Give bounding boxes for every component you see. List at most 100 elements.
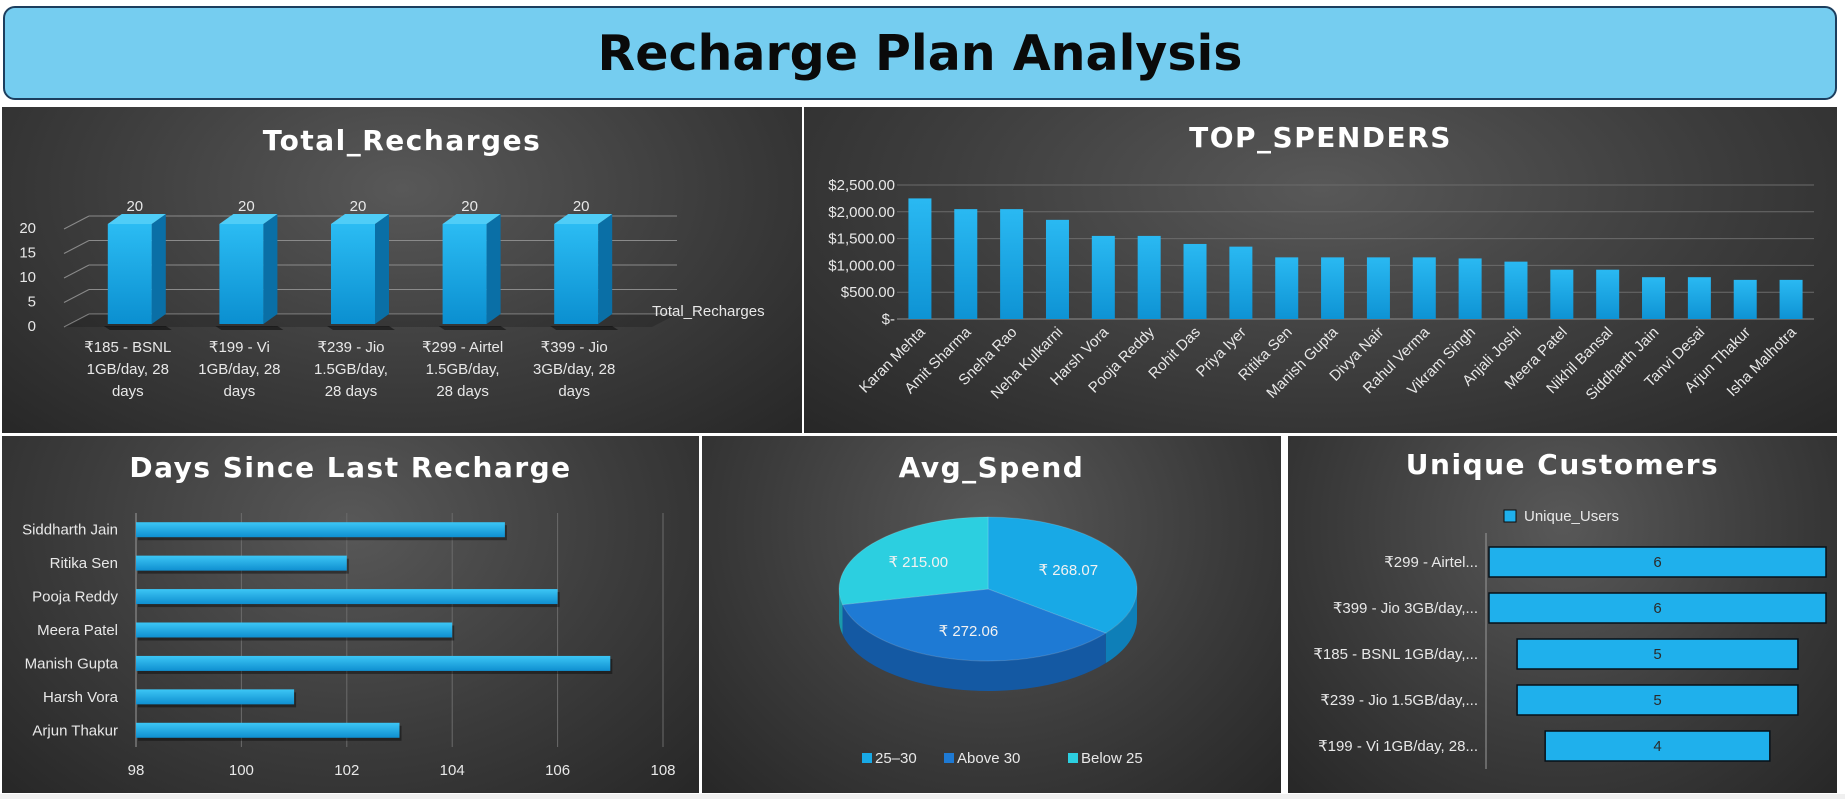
depth-gridline (63, 215, 90, 230)
column-top (442, 214, 501, 224)
x-tick-label: ₹299 - Airtel 1.5GB/day, 28 days (422, 339, 503, 400)
y-tick-label: Manish Gupta (25, 655, 119, 672)
legend-entry: Total_Recharges (652, 303, 765, 320)
pie-slice (838, 516, 989, 606)
pie-data-label: ₹ 268.07 (1038, 562, 1098, 579)
spender-bar (1779, 279, 1803, 319)
column-top (554, 214, 613, 224)
legend-swatch (862, 753, 872, 763)
days-since-title: Days Since Last Recharge (129, 451, 572, 484)
spender-bar (1504, 261, 1528, 319)
spender-bar (1091, 235, 1115, 319)
legend-entry: 25–30 (875, 750, 917, 767)
y-tick-label: Arjun Thakur (32, 722, 118, 739)
days-since-chart: 98 100 102 104 106 108 Siddharth Jain Ritika Se… (22, 513, 676, 779)
column-shadow (438, 326, 507, 330)
days-bar (136, 522, 505, 538)
data-label: 6 (1653, 600, 1661, 617)
column-side (375, 214, 389, 324)
depth-gridline (63, 289, 90, 303)
x-tick-label: ₹399 - Jio 3GB/day, 28 days (533, 339, 615, 400)
data-label: 20 (350, 198, 367, 215)
y-tick-label: 5 (28, 294, 36, 311)
sheet-bottom-strip (0, 794, 1845, 799)
legend-swatch (944, 753, 954, 763)
y-tick-label: $- (882, 311, 895, 328)
column-bar (107, 224, 152, 324)
y-tick-label: ₹199 - Vi 1GB/day, 28... (1318, 738, 1478, 755)
depth-gridline (63, 264, 90, 279)
x-tick-label: 98 (128, 762, 145, 779)
x-tick-label: 106 (545, 762, 570, 779)
column-top (107, 214, 166, 224)
y-tick-label: $1,000.00 (828, 257, 895, 274)
spender-bar (1275, 257, 1299, 319)
y-tick-label: $2,000.00 (828, 204, 895, 221)
column-top (331, 214, 389, 224)
data-label: 4 (1653, 738, 1661, 755)
pie-slice (987, 516, 1138, 634)
avg-spend-chart: ₹ 268.07 ₹ 272.06 ₹ 215.00 25–30 Above 30 Bel… (838, 516, 1143, 767)
y-tick-label: ₹185 - BSNL 1GB/day,... (1313, 646, 1478, 663)
spender-bar (1733, 279, 1757, 319)
top-spenders-title: TOP_SPENDERS (1189, 121, 1452, 154)
column-shadow (103, 326, 172, 330)
spender-bar (1321, 257, 1345, 319)
data-label: 6 (1653, 554, 1661, 571)
column-bar (554, 224, 599, 324)
days-bar (136, 722, 400, 738)
total-recharges-panel: Total_Recharges 0 5 10 15 20 20 ₹185 - BSNL 1GB… (2, 107, 802, 433)
y-tick-label: $1,500.00 (828, 231, 895, 248)
column-side (486, 214, 501, 324)
legend-entry: Unique_Users (1524, 508, 1619, 525)
customer-bar (1544, 730, 1771, 762)
dashboard-title: Recharge Plan Analysis (597, 24, 1243, 82)
y-tick-label: ₹239 - Jio 1.5GB/day,... (1320, 692, 1478, 709)
column-bar (331, 224, 375, 324)
spender-bar (1000, 209, 1024, 319)
customer-bar (1516, 684, 1799, 716)
y-tick-label: Meera Patel (37, 622, 118, 639)
spender-bar (1687, 277, 1711, 319)
pie-slice (841, 588, 1107, 662)
x-tick-label: ₹239 - Jio 1.5GB/day, 28 days (314, 339, 388, 400)
legend-entry: Below 25 (1081, 750, 1143, 767)
days-bar (136, 655, 611, 671)
unique-customers-panel: Unique Customers Unique_Users 6 ₹299 - Air… (1288, 436, 1837, 793)
column-side (263, 214, 278, 324)
unique-customers-chart: Unique_Users 6 ₹299 - Airtel... 6 ₹399 - Jio… (1313, 508, 1827, 769)
days-bar (136, 555, 347, 571)
spender-bar (1229, 246, 1253, 319)
column-shadow (215, 326, 284, 330)
top-spenders-chart: $- $500.00 $1,000.00 $1,500.00 $2,000.00 $2,5… (828, 177, 1814, 404)
spender-bar (1596, 269, 1620, 319)
spender-bar (954, 209, 978, 319)
customer-bar (1488, 546, 1827, 578)
y-tick-label: Siddharth Jain (22, 522, 118, 539)
depth-gridline (63, 313, 90, 328)
y-tick-label: Ritika Sen (50, 555, 118, 572)
y-tick-label: 10 (19, 269, 36, 286)
pie-slice-side (839, 589, 843, 635)
x-tick-label: ₹185 - BSNL 1GB/day, 28 days (84, 339, 171, 400)
column-top (219, 214, 278, 224)
pie-slice-side (842, 604, 1106, 691)
data-label: 20 (573, 198, 590, 215)
spender-bar (908, 198, 932, 319)
avg-spend-panel: Avg_Spend ₹ 268.07 ₹ 272.06 ₹ 215.00 25–30 A… (702, 436, 1281, 793)
y-tick-label: $2,500.00 (828, 177, 895, 194)
y-tick-label: ₹399 - Jio 3GB/day,... (1333, 600, 1478, 617)
legend-swatch (1503, 509, 1517, 523)
column-shadow (550, 326, 619, 330)
top-spenders-panel: TOP_SPENDERS $- $500.00 $1,000.00 $1,500.00… (804, 107, 1837, 433)
data-label: 20 (461, 198, 478, 215)
total-recharges-chart: 0 5 10 15 20 20 ₹185 - BSNL 1GB/day, 28 days 20 ₹1… (19, 198, 765, 400)
spender-bar (1137, 235, 1161, 319)
total-recharges-title: Total_Recharges (262, 124, 542, 157)
spender-bar (1366, 257, 1390, 319)
y-tick-label: 0 (28, 318, 36, 335)
pie-slice-side (1105, 589, 1137, 664)
legend-entry: Above 30 (957, 750, 1020, 767)
days-bar (136, 589, 558, 605)
y-tick-label: $500.00 (841, 284, 895, 301)
